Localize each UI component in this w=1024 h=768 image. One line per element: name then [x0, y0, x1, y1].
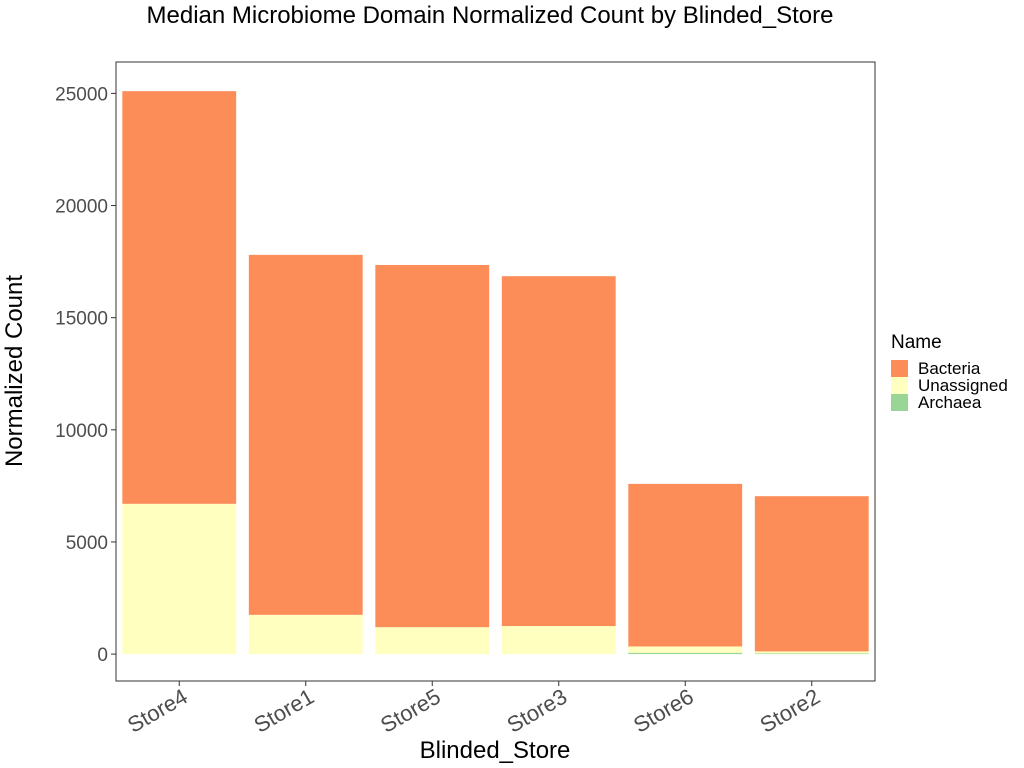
y-tick-label: 15000: [55, 309, 108, 330]
legend-key-unassigned: [891, 377, 908, 394]
legend-title: Name: [891, 332, 942, 353]
bar-store4-bacteria: [122, 91, 237, 504]
bar-store4-unassigned: [122, 503, 237, 655]
y-tick-label: 20000: [55, 197, 108, 218]
bars-group: [122, 91, 869, 655]
x-tick-label-store4: Store4: [123, 684, 192, 738]
y-axis: 0 5000 10000 15000 20000 25000: [55, 84, 116, 666]
chart-title: Median Microbiome Domain Normalized Coun…: [147, 2, 834, 29]
bar-store5-unassigned: [375, 627, 490, 655]
x-tick-label-store5: Store5: [376, 684, 445, 738]
x-axis-title: Blinded_Store: [420, 737, 571, 764]
x-tick-label-store3: Store3: [503, 684, 572, 738]
y-tick-label: 10000: [55, 421, 108, 442]
y-tick-label: 5000: [66, 533, 108, 554]
bar-store2-archaea: [754, 653, 869, 655]
legend-label-bacteria: Bacteria: [918, 359, 981, 378]
y-axis-title: Normalized Count: [1, 275, 28, 467]
legend-key-bacteria: [891, 360, 908, 377]
x-axis: Store4 Store1 Store5 Store3 Store6 Store2: [123, 681, 824, 738]
y-tick-label: 0: [97, 645, 108, 666]
legend-label-unassigned: Unassigned: [918, 376, 1008, 395]
bar-store3-unassigned: [501, 626, 616, 655]
legend-label-archaea: Archaea: [918, 393, 982, 412]
legend-key-archaea: [891, 394, 908, 411]
bar-store6-unassigned: [628, 646, 743, 653]
plot-panel-border: [115, 61, 876, 682]
bar-store2-unassigned: [754, 651, 869, 654]
bar-store1-bacteria: [248, 254, 363, 615]
x-tick-label-store6: Store6: [629, 684, 698, 738]
bar-store6-bacteria: [628, 483, 743, 647]
bar-store3-bacteria: [501, 276, 616, 627]
x-tick-label-store2: Store2: [756, 684, 825, 738]
y-tick-label: 25000: [55, 84, 108, 105]
bar-store1-unassigned: [248, 614, 363, 655]
x-tick-label-store1: Store1: [250, 684, 319, 738]
bar-store2-bacteria: [754, 496, 869, 652]
bar-store6-archaea: [628, 652, 743, 655]
bar-store5-bacteria: [375, 264, 490, 628]
